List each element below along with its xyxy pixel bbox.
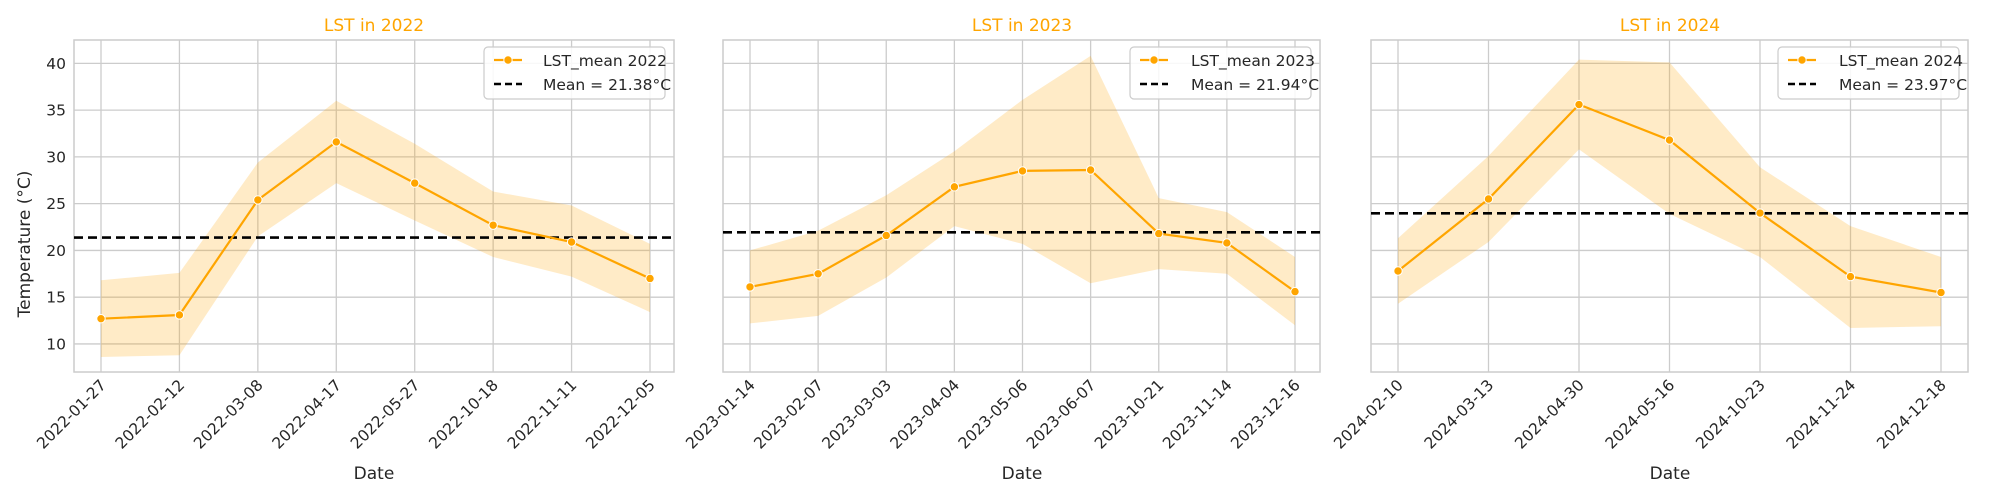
x-tick-label: 2022-03-08 [190,376,266,452]
data-point [1017,166,1028,176]
confidence-band [750,55,1295,326]
x-axis-label: Date [1650,464,1691,484]
x-tick-label: 2024-11-24 [1783,376,1859,452]
x-tick-label: 2022-02-12 [112,376,188,452]
plot-area [722,39,1321,373]
x-tick-label: 2024-02-10 [1330,376,1406,452]
confidence-band [1398,59,1941,328]
plot-area [73,39,675,373]
legend-series-marker [1149,55,1159,65]
x-axis-label: Date [354,464,395,484]
x-tick-label: 2023-01-14 [682,376,758,452]
x-tick-label: 2023-11-14 [1159,376,1235,452]
panel-title: LST in 2024 [1620,16,1720,36]
x-tick-label: 2023-10-21 [1091,376,1167,452]
data-point [1664,135,1675,145]
legend-series-marker [1797,55,1807,65]
data-point [1290,286,1300,297]
x-tick-label: 2023-06-07 [1023,376,1099,452]
data-point [566,237,577,247]
data-point [174,310,185,320]
legend-box [1777,46,1960,100]
data-point [1222,238,1232,248]
data-point [881,230,891,241]
plot-area [1370,39,1969,373]
data-point [1574,99,1584,110]
x-tick-label: 2023-02-07 [751,376,827,452]
legend-series-label: LST_mean 2023 [1191,52,1315,71]
x-tick-label: 2024-05-16 [1602,376,1678,452]
series-line [100,140,651,320]
data-point [645,273,655,284]
y-tick-label: 25 [46,195,66,213]
data-point [1845,271,1856,282]
x-tick-label: 2022-04-17 [269,376,345,452]
x-tick-label: 2023-12-16 [1227,376,1303,452]
legend-series-label: LST_mean 2022 [543,52,667,71]
x-tick-label: 2023-04-04 [887,376,963,452]
legend-series-label: LST_mean 2024 [1839,52,1963,71]
x-tick-label: 2024-03-13 [1421,376,1497,452]
legend-mean-label: Mean = 23.97°C [1839,76,1967,94]
x-tick-label: 2022-05-27 [347,376,423,452]
x-tick-label: 2022-10-18 [426,376,502,452]
panel-lst-2023: LST in 2023 Date LST_mean 2023 Mean = 21… [682,16,1321,484]
y-tick-label: 20 [46,242,66,260]
data-point [410,178,420,188]
data-point [253,195,263,205]
y-tick-label: 15 [46,289,66,307]
x-tick-label: 2024-12-18 [1873,376,1949,452]
panel-lst-2024: LST in 2024 Date LST_mean 2024 Mean = 23… [1330,16,1969,484]
data-point [488,220,498,230]
y-tick-label: 10 [46,335,66,353]
plot-frame [73,39,675,373]
data-point [1085,165,1096,175]
y-tick-label: 35 [46,102,66,120]
x-tick-label: 2023-05-06 [955,376,1031,452]
x-tick-label: 2024-10-23 [1692,376,1768,452]
data-point [813,269,823,279]
data-point [1154,228,1164,239]
y-tick-label: 30 [46,148,66,166]
legend-mean-label: Mean = 21.38°C [543,76,671,94]
data-point [745,282,755,292]
panel-lst-2022: LST in 2022 Date LST_mean 2022 Mean = 21… [33,16,675,484]
data-point [331,137,341,147]
data-point [1393,266,1403,276]
data-point [96,313,106,324]
panel-title: LST in 2023 [972,16,1072,36]
x-tick-label: 2024-04-30 [1511,376,1587,452]
y-axis-label: Temperature (°C) [15,171,35,319]
legend-box [483,46,666,100]
data-point [949,182,960,192]
x-tick-label: 2022-12-05 [582,376,658,452]
panel-title: LST in 2022 [324,16,424,36]
plot-frame [722,39,1321,373]
data-point [1755,208,1765,218]
x-tick-label: 2022-01-27 [33,376,109,452]
data-point [1936,287,1946,298]
legend-series-marker [503,55,513,65]
x-axis-label: Date [1002,464,1043,484]
confidence-band [101,100,650,358]
legend-box [1129,46,1312,100]
x-tick-label: 2022-11-11 [504,376,580,452]
legend-mean-label: Mean = 21.94°C [1191,76,1319,94]
y-tick-label: 40 [46,55,66,73]
x-tick-label: 2023-03-03 [819,376,895,452]
data-point [1483,194,1494,204]
plot-frame [1370,39,1969,373]
